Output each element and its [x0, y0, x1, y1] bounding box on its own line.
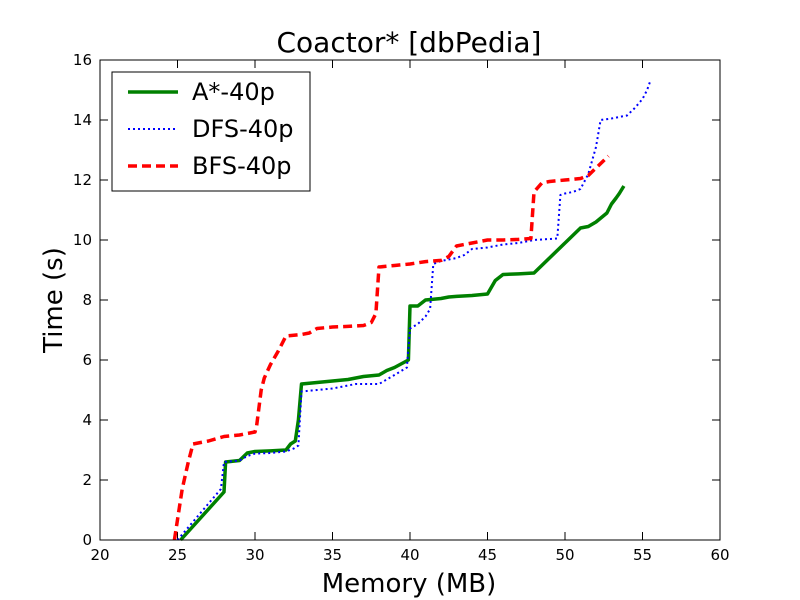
x-tick-label: 35	[323, 546, 342, 564]
y-tick-label: 2	[82, 471, 92, 489]
series-layer	[172, 80, 652, 542]
y-tick-label: 8	[82, 291, 92, 309]
y-tick-label: 6	[82, 351, 92, 369]
y-tick-label: 14	[73, 111, 92, 129]
y-axis-label: Time (s)	[39, 247, 69, 354]
y-tick-label: 0	[82, 531, 92, 549]
x-tick-label: 60	[710, 546, 729, 564]
x-tick-label: 45	[478, 546, 497, 564]
y-tick-label: 10	[73, 231, 92, 249]
x-tick-label: 55	[633, 546, 652, 564]
x-tick-label: 50	[555, 546, 574, 564]
legend: A*-40p DFS-40p BFS-40p	[111, 71, 311, 192]
y-tick-label: 12	[73, 171, 92, 189]
x-tick-label: 30	[245, 546, 264, 564]
legend-label: A*-40p	[192, 78, 275, 106]
x-tick-label: 25	[168, 546, 187, 564]
series-line-a-40p	[179, 185, 626, 542]
y-tick-label: 16	[73, 51, 92, 69]
x-axis-label: Memory (MB)	[322, 569, 497, 599]
legend-label: BFS-40p	[192, 152, 292, 180]
chart-title: Coactor* [dbPedia]	[277, 26, 542, 59]
series-line-bfs-40p	[172, 154, 610, 541]
y-tick-label: 4	[82, 411, 92, 429]
x-tick-label: 40	[400, 546, 419, 564]
legend-label: DFS-40p	[192, 115, 294, 143]
plot-area-frame	[99, 59, 721, 541]
x-tick-label: 20	[90, 546, 109, 564]
axis-ticks: 20 25 30 35 40 45 50 55 60 0 2 4 6 8 10 12 14 16	[73, 51, 730, 564]
